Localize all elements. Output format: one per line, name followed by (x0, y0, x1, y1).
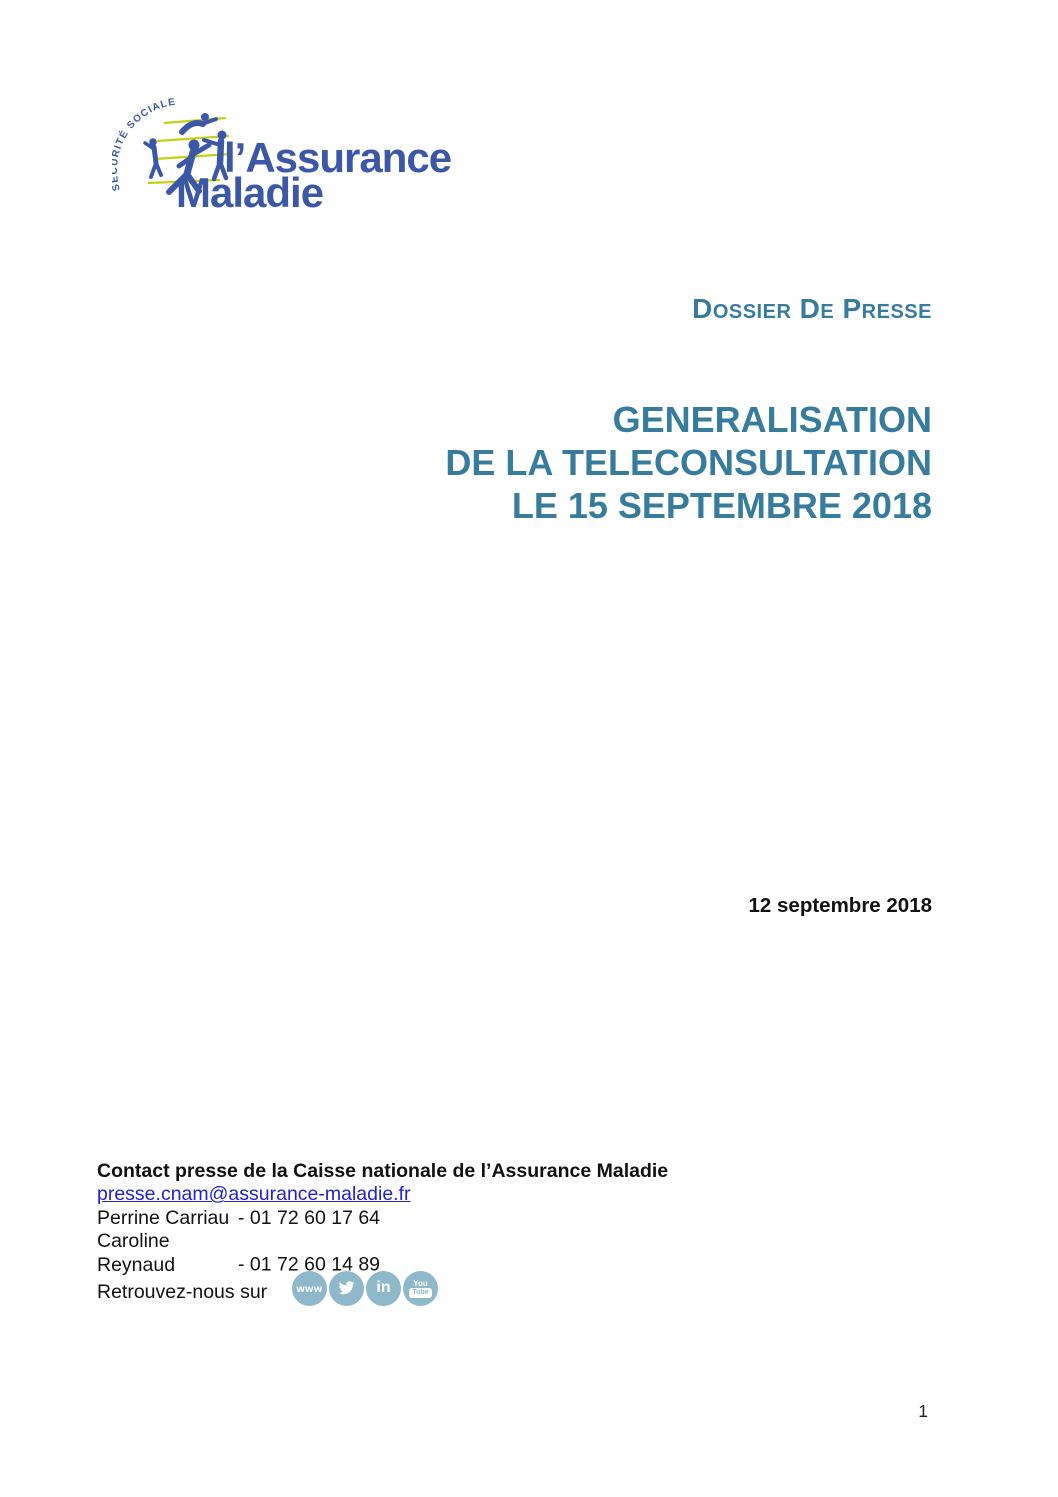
page-number: 1 (918, 1401, 928, 1421)
social-icons-row: www in You Tube (292, 1271, 438, 1306)
brand-line-2: Maladie (176, 169, 324, 216)
title-line-1: GENERALISATION (612, 399, 932, 440)
emblem-figures (143, 113, 229, 195)
youtube-icon[interactable]: You Tube (403, 1271, 438, 1306)
press-kit-label: Dossier De Presse (692, 293, 932, 324)
title-line-3: LE 15 SEPTEMBRE 2018 (511, 485, 932, 526)
date-label: 12 septembre 2018 (748, 894, 932, 917)
person-phone: - 01 72 60 17 64 (238, 1206, 381, 1229)
person-name: Perrine Carriau (97, 1206, 230, 1229)
www-icon[interactable]: www (292, 1271, 327, 1306)
twitter-icon[interactable] (329, 1271, 364, 1306)
brand-line-1: l’Assurance (224, 134, 452, 181)
social-label: Retrouvez-nous sur (97, 1281, 268, 1303)
securite-sociale-emblem: SÉCURITÉ SOCIALE (112, 97, 232, 195)
title-line-2: DE LA TELECONSULTATION (445, 442, 932, 483)
page-title: GENERALISATION DE LA TELECONSULTATION LE… (445, 398, 932, 527)
contact-person-row: Perrine Carriau - 01 72 60 17 64 (97, 1207, 668, 1230)
contact-section: Contact presse de la Caisse nationale de… (97, 1160, 668, 1277)
person-phone: - 01 72 60 14 89 (238, 1253, 381, 1276)
contact-person-row: Caroline Reynaud - 01 72 60 14 89 (97, 1230, 668, 1277)
email-link[interactable]: presse.cnam@assurance-maladie.fr (97, 1183, 411, 1206)
person-name: Caroline Reynaud (97, 1230, 176, 1276)
contact-heading: Contact presse de la Caisse nationale de… (97, 1160, 669, 1182)
linkedin-icon[interactable]: in (366, 1271, 401, 1306)
